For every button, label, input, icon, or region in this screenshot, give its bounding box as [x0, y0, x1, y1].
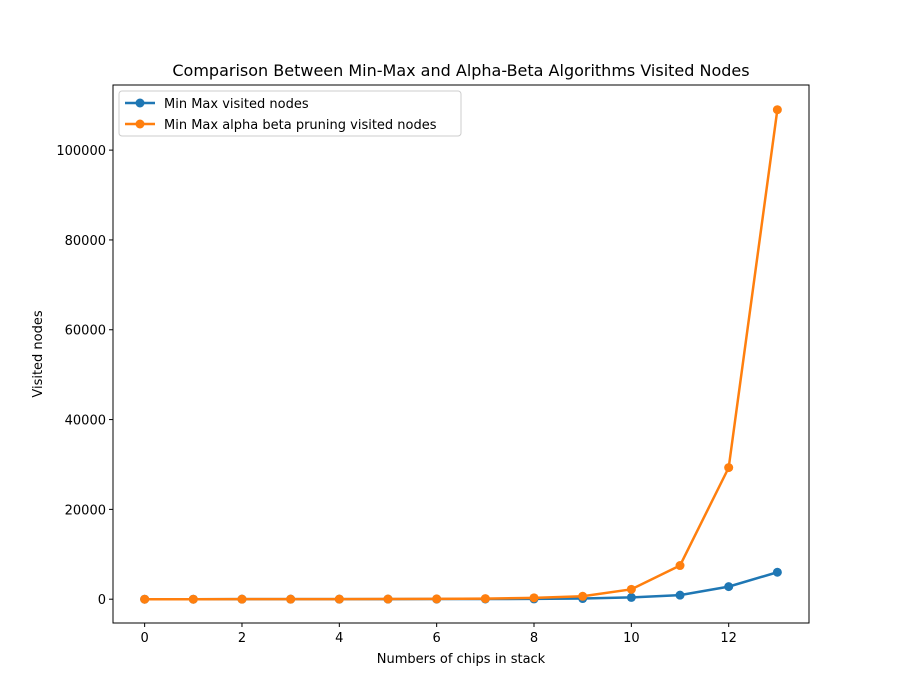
x-tick-label: 2	[238, 631, 246, 646]
data-point	[578, 591, 588, 601]
axes-layer: 0 2 4 6 8 10 12 0 20000 40000 60000 80000 100000	[56, 144, 737, 646]
y-tick-label: 80000	[65, 234, 106, 249]
data-point	[286, 594, 296, 604]
y-tick-label: 20000	[65, 503, 106, 518]
x-tick-label: 10	[623, 631, 640, 646]
data-point	[675, 590, 685, 600]
data-point	[626, 592, 636, 602]
x-axis-title: Numbers of chips in stack	[377, 652, 546, 667]
y-tick-label: 100000	[56, 144, 106, 159]
data-point	[772, 567, 782, 577]
y-axis-title: Visited nodes	[31, 310, 46, 398]
x-tick-label: 0	[140, 631, 148, 646]
data-point	[480, 594, 490, 604]
series-2	[140, 105, 782, 604]
legend-frame	[118, 90, 462, 137]
legend-label-1: Min Max visited nodes	[164, 97, 309, 112]
x-tick-label: 8	[530, 631, 538, 646]
y-tick-label: 60000	[65, 324, 106, 339]
data-point	[334, 594, 344, 604]
data-point	[237, 594, 247, 604]
legend-marker-1	[135, 98, 145, 108]
plot-frame	[112, 84, 810, 624]
series-line-2	[144, 109, 779, 601]
data-point	[724, 582, 734, 592]
data-point	[188, 594, 198, 604]
x-tick-label: 6	[433, 631, 441, 646]
data-point	[675, 561, 685, 571]
y-tick-label: 0	[98, 593, 106, 608]
data-point	[724, 463, 734, 473]
legend: Min Max visited nodes Min Max alpha beta …	[118, 90, 462, 137]
x-tick-label: 4	[335, 631, 343, 646]
series-layer	[140, 105, 782, 604]
data-point	[529, 593, 539, 603]
data-point	[772, 105, 782, 115]
x-tick-label: 12	[720, 631, 737, 646]
chart-title: Comparison Between Min-Max and Alpha-Bet…	[172, 61, 749, 80]
legend-label-2: Min Max alpha beta pruning visited nodes	[164, 118, 437, 133]
legend-marker-2	[135, 119, 145, 129]
data-point	[626, 584, 636, 594]
data-point	[383, 594, 393, 604]
plot-area	[113, 85, 809, 623]
data-point	[432, 594, 442, 604]
y-tick-label: 40000	[65, 414, 106, 429]
data-point	[140, 594, 150, 604]
